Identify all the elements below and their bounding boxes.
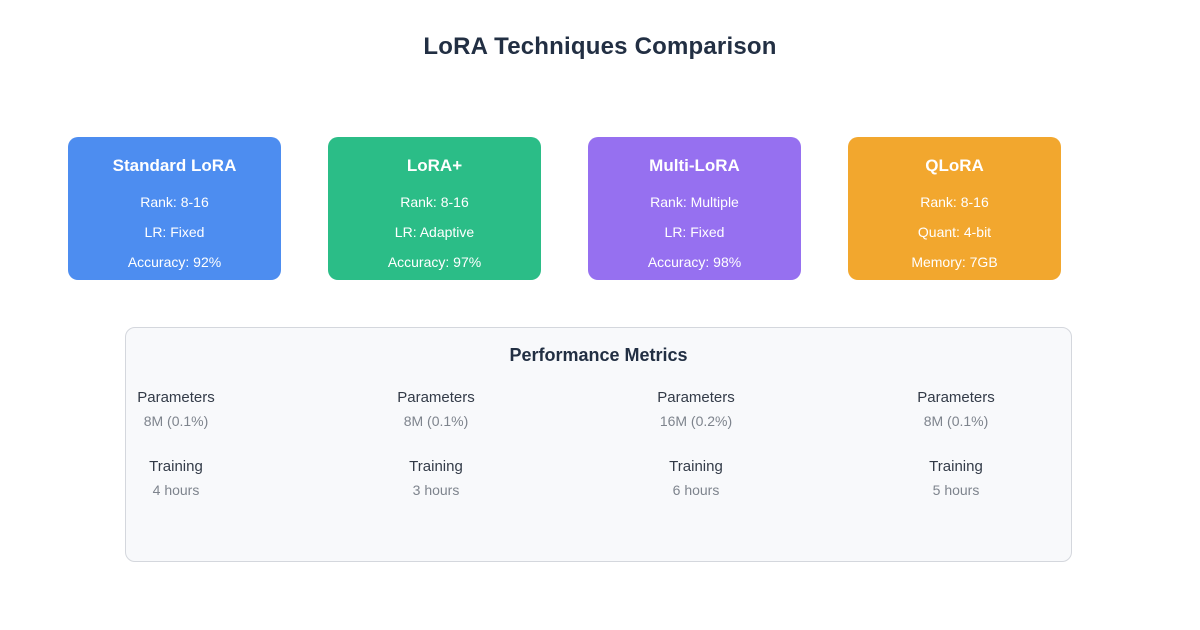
card-rank-line: Rank: 8-16 [140,194,209,210]
card-title: Multi-LoRA [649,156,740,175]
training-label: Training [149,458,203,475]
parameters-label: Parameters [917,389,995,406]
parameters-label: Parameters [397,389,475,406]
training-value: 3 hours [412,482,460,498]
training-label: Training [669,458,723,475]
metrics-column-standard-lora: Parameters 8M (0.1%) Training 4 hours [116,388,236,500]
card-lora-plus: LoRA+ Rank: 8-16 LR: Adaptive Accuracy: … [328,137,541,280]
metrics-column-multi-lora: Parameters 16M (0.2%) Training 6 hours [636,388,756,500]
card-title: Standard LoRA [112,156,237,175]
metrics-column-qlora: Parameters 8M (0.1%) Training 5 hours [896,388,1016,500]
training-value: 6 hours [672,482,720,498]
card-accuracy-line: Accuracy: 92% [127,254,222,270]
performance-metrics-panel: Performance Metrics Parameters 8M (0.1%)… [125,327,1072,562]
card-accuracy-line: Accuracy: 97% [387,254,482,270]
card-multi-lora: Multi-LoRA Rank: Multiple LR: Fixed Accu… [588,137,801,280]
metrics-panel-title: Performance Metrics [509,345,688,365]
parameters-label: Parameters [657,389,735,406]
card-qlora: QLoRA Rank: 8-16 Quant: 4-bit Memory: 7G… [848,137,1061,280]
card-lr-line: LR: Fixed [144,224,205,240]
training-value: 5 hours [932,482,980,498]
card-title: LoRA+ [406,156,463,175]
training-label: Training [929,458,983,475]
card-lr-line: LR: Fixed [664,224,725,240]
card-rank-line: Rank: 8-16 [920,194,989,210]
card-accuracy-line: Accuracy: 98% [647,254,742,270]
card-rank-line: Rank: 8-16 [400,194,469,210]
parameters-value: 8M (0.1%) [143,413,209,429]
card-standard-lora: Standard LoRA Rank: 8-16 LR: Fixed Accur… [68,137,281,280]
page-title: LoRA Techniques Comparison [423,33,777,60]
training-value: 4 hours [152,482,200,498]
card-title: QLoRA [925,156,984,175]
card-lr-line: LR: Adaptive [394,224,475,240]
parameters-value: 16M (0.2%) [659,413,733,429]
technique-cards-row: Standard LoRA Rank: 8-16 LR: Fixed Accur… [68,137,1061,280]
metrics-column-lora-plus: Parameters 8M (0.1%) Training 3 hours [376,388,496,500]
training-label: Training [409,458,463,475]
parameters-value: 8M (0.1%) [403,413,469,429]
card-quant-line: Quant: 4-bit [917,224,992,240]
parameters-value: 8M (0.1%) [923,413,989,429]
parameters-label: Parameters [137,389,215,406]
card-rank-line: Rank: Multiple [650,194,739,210]
card-memory-line: Memory: 7GB [911,254,998,270]
